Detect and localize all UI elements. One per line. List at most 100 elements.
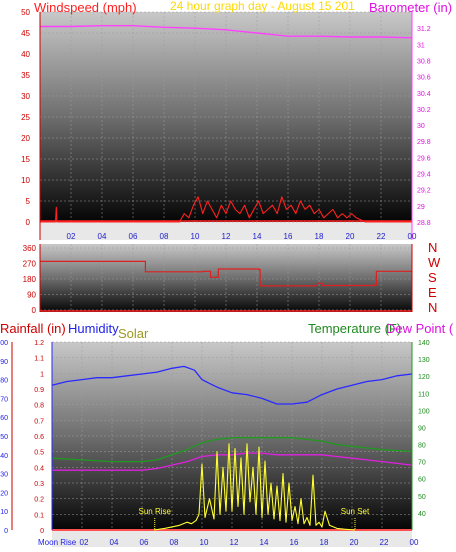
windspeed-tick-label: 40 [21, 50, 30, 59]
humidity-axis-label: Humidity [68, 321, 119, 336]
temperature-tick-label: 100 [418, 408, 430, 415]
wind_direction-line [40, 260, 412, 287]
barometer-tick-label: 29.6 [417, 155, 431, 162]
humidity-tick-label: 0 [4, 528, 8, 535]
moon-rise-label: Moon Rise [38, 538, 77, 547]
rainfall-tick-label: 0.5 [34, 450, 44, 457]
time-tick-label: 20 [350, 538, 359, 547]
time-tick-label: 04 [110, 538, 119, 547]
time-tick-label: 08 [160, 232, 169, 241]
time-tick-label: 10 [200, 538, 209, 547]
rainfall-tick-label: 0.6 [34, 434, 44, 441]
barometer-tick-label: 29.4 [417, 172, 431, 179]
barometer-tick-label: 29.8 [417, 139, 431, 146]
time-tick-label: 02 [67, 232, 76, 241]
chart-title: 24 hour graph day - August 15 201 [170, 0, 355, 13]
time-tick-label: 18 [320, 538, 329, 547]
time-tick-label: 08 [170, 538, 179, 547]
barometer-tick-label: 30 [417, 123, 425, 130]
barometer-tick-label: 31.2 [417, 26, 431, 33]
windspeed-tick-label: 20 [21, 134, 30, 143]
compass-tick-label: W [428, 255, 441, 270]
sun-set-label: Sun Set [341, 507, 370, 516]
humidity-tick-label: 100 [0, 340, 8, 347]
barometer-tick-label: 30.6 [417, 75, 431, 82]
barometer-tick-label: 30.4 [417, 91, 431, 98]
compass-tick-label: N [428, 300, 437, 315]
barometer-tick-label: 31 [417, 42, 425, 49]
panel1-xaxis-band [40, 222, 412, 240]
rainfall-tick-label: 1.2 [34, 340, 44, 347]
temperature-tick-label: 50 [418, 494, 426, 501]
rainfall-tick-label: 1.1 [34, 356, 44, 363]
barometer-axis-label: Barometer (in) [369, 0, 452, 15]
direction-degree-tick-label: 0 [32, 306, 37, 315]
time-tick-label: 22 [377, 232, 386, 241]
humidity-tick-label: 60 [0, 415, 8, 422]
rainfall-tick-label: 0.3 [34, 481, 44, 488]
direction-degree-tick-label: 360 [23, 244, 37, 253]
time-tick-label: 14 [260, 538, 269, 547]
humidity-tick-label: 30 [0, 472, 8, 479]
humidity-tick-label: 50 [0, 434, 8, 441]
windspeed-tick-label: 15 [21, 155, 30, 164]
temperature-tick-label: 120 [418, 374, 430, 381]
rainfall-tick-label: 1 [40, 371, 44, 378]
temperature-tick-label: 130 [418, 357, 430, 364]
time-tick-label: 22 [380, 538, 389, 547]
rainfall-tick-label: 0.2 [34, 497, 44, 504]
humidity-tick-label: 70 [0, 396, 8, 403]
temperature-tick-label: 140 [418, 340, 430, 347]
solar-line [153, 443, 356, 531]
temperature-tick-label: 70 [418, 460, 426, 467]
humidity-tick-label: 80 [0, 378, 8, 385]
time-tick-label: 06 [129, 232, 138, 241]
rainfall-tick-label: 0.7 [34, 418, 44, 425]
compass-tick-label: S [428, 270, 437, 285]
rainfall-tick-label: 0.4 [34, 465, 44, 472]
windspeed-tick-label: 5 [26, 197, 31, 206]
rainfall-tick-label: 0.9 [34, 387, 44, 394]
windspeed-tick-label: 30 [21, 92, 30, 101]
time-tick-label: 04 [98, 232, 107, 241]
compass-tick-label: N [428, 240, 437, 255]
time-tick-label: 18 [315, 232, 324, 241]
barometer-tick-label: 30.2 [417, 107, 431, 114]
time-tick-label: 20 [346, 232, 355, 241]
time-tick-label: 06 [140, 538, 149, 547]
rainfall-axis-label: Rainfall (in) [0, 321, 66, 336]
rainfall-tick-label: 0.1 [34, 512, 44, 519]
humidity-tick-label: 20 [0, 490, 8, 497]
humidity-line [51, 365, 413, 405]
solar-axis-label: Solar [118, 326, 149, 341]
barometer-tick-label: 29.2 [417, 188, 431, 195]
windspeed-tick-label: 10 [21, 176, 30, 185]
rainfall-tick-label: 0 [40, 528, 44, 535]
direction-degree-tick-label: 180 [23, 275, 37, 284]
humidity-tick-label: 40 [0, 453, 8, 460]
time-tick-label: 12 [222, 232, 231, 241]
windspeed-tick-label: 35 [21, 71, 30, 80]
sun-rise-label: Sun Rise [139, 507, 172, 516]
temperature-tick-label: 80 [418, 443, 426, 450]
rainfall-tick-label: 0.8 [34, 403, 44, 410]
temperature-tick-label: 90 [418, 425, 426, 432]
time-tick-label: 10 [191, 232, 200, 241]
time-tick-label: 16 [284, 232, 293, 241]
time-tick-label: 14 [253, 232, 262, 241]
barometer-tick-label: 28.8 [417, 220, 431, 227]
temperature-tick-label: 110 [418, 391, 429, 398]
barometer-line [40, 25, 413, 39]
barometer-tick-label: 30.8 [417, 58, 431, 65]
windspeed-tick-label: 25 [21, 113, 30, 122]
windspeed-tick-label: 0 [26, 218, 31, 227]
direction-degree-tick-label: 270 [23, 260, 37, 269]
humidity-tick-label: 90 [0, 359, 8, 366]
windspeed-axis-label: Windspeed (mph) [34, 0, 137, 15]
humidity-tick-label: 10 [0, 509, 8, 516]
time-tick-label: 00 [410, 538, 419, 547]
time-tick-label: 02 [80, 538, 89, 547]
panel3-xaxis-band [52, 530, 412, 547]
windspeed-line [40, 196, 412, 223]
